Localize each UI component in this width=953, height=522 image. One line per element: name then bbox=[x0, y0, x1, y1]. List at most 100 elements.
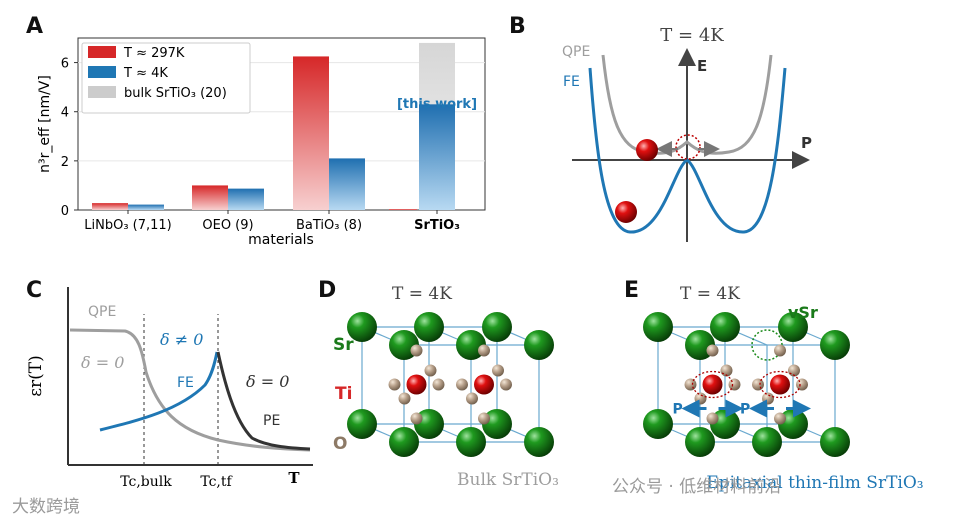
ti-displacement-ellipse bbox=[691, 370, 734, 399]
bar-4k bbox=[228, 188, 264, 210]
pe-label: PE bbox=[263, 413, 280, 429]
watermark-right: 公众号 · 低维材料前沿 bbox=[612, 477, 782, 497]
sr-atom bbox=[643, 312, 673, 342]
legend-label: bulk SrTiO₃ (20) bbox=[124, 86, 227, 101]
o-atom bbox=[706, 344, 719, 357]
sr-atom bbox=[414, 312, 444, 342]
legend-label: T ≈ 297K bbox=[123, 46, 185, 61]
legend-label: T ≈ 4K bbox=[123, 66, 168, 81]
o-atom bbox=[684, 378, 697, 391]
fe-energy-curve bbox=[588, 67, 787, 234]
ti-atom-label: Ti bbox=[335, 384, 352, 404]
sr-atom bbox=[347, 409, 377, 439]
pe-permittivity-curve bbox=[216, 351, 311, 451]
panel-e-title: T = 4K bbox=[680, 284, 740, 304]
qpe-permittivity-curve bbox=[69, 328, 311, 452]
bar-297k bbox=[192, 185, 228, 210]
sr-atom-label: Sr bbox=[333, 335, 354, 355]
panel-label-e: E bbox=[624, 278, 640, 303]
y-tick-label: 6 bbox=[61, 57, 69, 72]
sr-atom bbox=[389, 427, 419, 457]
qpe-label: QPE bbox=[88, 304, 116, 320]
qpe-curve-label: QPE bbox=[562, 44, 590, 60]
sr-atom bbox=[820, 330, 850, 360]
x-tick-label: OEO (9) bbox=[202, 218, 253, 233]
panel-label-c: C bbox=[26, 278, 43, 303]
o-atom bbox=[492, 364, 504, 377]
sr-atom bbox=[710, 312, 740, 342]
panel-e-caption: Epitaxial thin-film SrTiO₃ bbox=[706, 473, 923, 493]
o-atom bbox=[432, 378, 445, 391]
sr-atom bbox=[643, 409, 673, 439]
o-atom bbox=[388, 378, 401, 391]
central-minimum-circle bbox=[675, 134, 701, 160]
panel-d-title: T = 4K bbox=[392, 284, 452, 304]
panel-label-b: B bbox=[509, 14, 526, 39]
sr-atom bbox=[778, 312, 808, 342]
panel-b-title: T = 4K bbox=[660, 25, 724, 46]
legend: T ≈ 297K T ≈ 4K bulk SrTiO₃ (20) bbox=[81, 42, 251, 114]
bar-297k bbox=[389, 209, 417, 210]
o-atom bbox=[500, 378, 512, 391]
x-axis-ticks: LiNbO₃ (7,11) OEO (9) BaTiO₃ (8) SrTiO₃ bbox=[84, 210, 460, 233]
qpe-energy-curve bbox=[601, 54, 773, 155]
ti-displacement-ellipse bbox=[759, 370, 801, 399]
y-axis-label: n³r_eff [nm/V] bbox=[37, 75, 53, 173]
o-atom bbox=[478, 344, 490, 357]
y-tick-label: 2 bbox=[61, 155, 69, 170]
thin-film-lattice-panel-e: T = 4K P P vSr Epitaxial thin-film SrTiO₃ bbox=[643, 284, 924, 493]
energy-landscape-panel-b: T = 4K E P QPE FE bbox=[562, 25, 812, 242]
sr-atom bbox=[820, 427, 850, 457]
panel-label-d: D bbox=[318, 278, 337, 303]
permittivity-panel-c: εr(T) T Tc,bulk Tc,tf QPE δ = 0 δ ≠ 0 FE… bbox=[26, 287, 313, 490]
x-tick-label: BaTiO₃ (8) bbox=[296, 218, 362, 233]
o-atom bbox=[796, 378, 808, 391]
temperature-axis-label: T bbox=[288, 469, 300, 487]
o-atom bbox=[774, 412, 786, 425]
x-axis-label: materials bbox=[248, 232, 314, 248]
bars bbox=[92, 42, 455, 210]
o-atom bbox=[456, 378, 468, 391]
panel-label-a: A bbox=[26, 14, 44, 39]
ti-atom bbox=[702, 374, 723, 395]
x-tick-label: SrTiO₃ bbox=[414, 218, 460, 233]
bar-4k bbox=[419, 104, 455, 210]
sr-vacancy-label: vSr bbox=[788, 303, 818, 322]
polarization-label: P bbox=[673, 402, 683, 418]
ti-atom bbox=[474, 374, 494, 395]
this-work-annotation: [this work] bbox=[397, 97, 477, 112]
polarization-label: P bbox=[740, 402, 750, 418]
fe-state-ball bbox=[615, 201, 637, 223]
legend-swatch bbox=[88, 46, 116, 58]
plot-frame bbox=[77, 37, 486, 211]
tc-bulk-label: Tc,bulk bbox=[120, 474, 172, 490]
sr-atom bbox=[524, 330, 554, 360]
sr-atom bbox=[482, 312, 512, 342]
o-atom bbox=[424, 364, 437, 377]
sr-atom bbox=[685, 427, 715, 457]
energy-axis-label: E bbox=[697, 57, 707, 75]
fe-curve-label: FE bbox=[563, 74, 580, 90]
bar-4k bbox=[329, 158, 365, 210]
legend-swatch bbox=[88, 66, 116, 78]
tc-tf-label: Tc,tf bbox=[200, 474, 233, 490]
sr-atom bbox=[752, 427, 782, 457]
x-tick-label: LiNbO₃ (7,11) bbox=[84, 218, 172, 233]
o-atom bbox=[398, 392, 411, 405]
y-tick-label: 4 bbox=[61, 106, 69, 121]
qpe-delta-label: δ = 0 bbox=[81, 353, 124, 372]
polarization-axis-label: P bbox=[801, 134, 812, 152]
bar-4k bbox=[128, 204, 164, 210]
o-atom bbox=[478, 412, 490, 425]
panel-d-caption: Bulk SrTiO₃ bbox=[457, 470, 559, 490]
o-atom bbox=[774, 344, 786, 357]
pe-delta-label: δ = 0 bbox=[246, 372, 289, 391]
o-atom bbox=[752, 378, 764, 391]
sr-atom bbox=[524, 427, 554, 457]
o-atom bbox=[694, 392, 707, 405]
bulk-lattice-panel-d: T = 4K Sr Ti O Bulk SrTiO₃ bbox=[333, 284, 559, 490]
o-atom bbox=[762, 392, 774, 405]
o-atom bbox=[706, 412, 719, 425]
fe-label: FE bbox=[177, 375, 194, 391]
